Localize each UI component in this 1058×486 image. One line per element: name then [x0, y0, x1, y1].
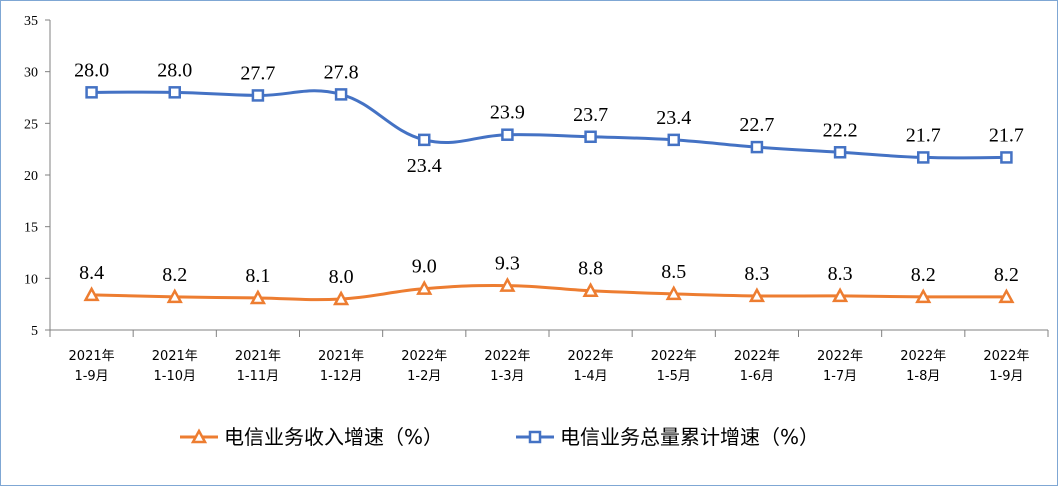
data-label: 8.2 — [994, 264, 1019, 286]
x-tick-label-year: 2022年 — [568, 349, 614, 364]
triangle-marker — [915, 288, 932, 304]
series-line-1 — [91, 283, 1007, 302]
triangle-marker — [998, 288, 1015, 304]
square-marker — [1000, 151, 1013, 164]
x-tick-label-period: 1-11月 — [237, 369, 280, 384]
x-tick-label-period: 1-6月 — [740, 369, 774, 384]
data-label: 23.4 — [407, 155, 442, 177]
x-tick-label-period: 1-10月 — [153, 369, 196, 384]
data-label: 27.7 — [240, 62, 275, 84]
x-tick-label-year: 2022年 — [817, 349, 863, 364]
square-marker — [168, 86, 181, 99]
legend-label-2: 电信业务总量累计增速（%） — [560, 425, 819, 449]
triangle-marker — [831, 287, 849, 303]
triangle-marker — [83, 286, 100, 302]
x-tick-label-period: 1-7月 — [823, 369, 857, 384]
square-marker — [584, 130, 597, 144]
y-tick-label: 30 — [24, 66, 38, 81]
data-label: 8.8 — [578, 258, 603, 280]
x-tick-label-year: 2022年 — [983, 349, 1029, 364]
x-tick-label-period: 1-5月 — [657, 369, 691, 384]
data-label: 8.2 — [911, 264, 936, 286]
y-tick-label: 25 — [24, 117, 38, 132]
legend: 电信业务收入增速（%） 电信业务总量累计增速（%） — [180, 425, 819, 449]
y-tick-label: 15 — [24, 221, 38, 236]
data-label: 8.2 — [162, 264, 187, 286]
square-marker — [85, 86, 98, 99]
triangle-marker — [748, 287, 766, 303]
data-label: 22.2 — [823, 119, 858, 141]
triangle-marker — [665, 285, 682, 301]
square-marker — [750, 140, 764, 154]
series-line-2 — [91, 89, 1007, 160]
x-tick-label-year: 2022年 — [651, 349, 697, 364]
x-tick-label-period: 1-12月 — [320, 369, 363, 384]
square-marker — [418, 133, 431, 147]
triangle-marker — [416, 280, 433, 295]
x-tick-label-year: 2022年 — [900, 349, 946, 364]
square-marker — [251, 89, 265, 102]
square-marker — [528, 430, 542, 444]
x-tick-label-year: 2021年 — [152, 349, 198, 364]
data-label: 8.3 — [828, 263, 853, 285]
x-tick-label-period: 1-4月 — [573, 369, 607, 384]
triangle-marker — [332, 290, 350, 306]
y-tick-label: 10 — [24, 272, 38, 287]
x-tick-label-period: 1-3月 — [490, 369, 524, 384]
x-tick-label-period: 1-9月 — [989, 369, 1023, 384]
data-label: 8.0 — [329, 266, 354, 288]
data-label: 21.7 — [989, 124, 1024, 146]
square-marker — [501, 128, 514, 141]
data-label: 8.3 — [744, 263, 769, 285]
triangle-marker — [582, 282, 599, 297]
square-marker — [917, 151, 930, 164]
triangle-marker — [249, 289, 267, 305]
data-label: 21.7 — [906, 124, 941, 146]
data-label: 8.5 — [661, 261, 686, 283]
x-tick-label-year: 2022年 — [734, 349, 780, 364]
data-label: 28.0 — [157, 59, 192, 81]
square-marker — [667, 133, 680, 147]
x-tick-label-period: 1-9月 — [74, 369, 108, 384]
data-label: 23.7 — [573, 104, 608, 126]
x-tick-label-period: 1-8月 — [906, 369, 940, 384]
data-label: 23.9 — [490, 102, 525, 124]
x-tick-label-year: 2022年 — [401, 349, 447, 364]
square-marker — [334, 88, 348, 101]
triangle-marker — [190, 428, 208, 444]
y-tick-label: 20 — [24, 169, 38, 184]
data-label: 9.0 — [412, 256, 437, 278]
triangle-marker — [499, 276, 516, 292]
axes: 5 10 15 20 25 30 35 2021年 1-9月 2021年 1-10月 2021年 1-1… — [24, 14, 1049, 384]
data-label: 23.4 — [656, 107, 691, 129]
x-tick-label-period: 1-2月 — [407, 369, 441, 384]
series-lines — [83, 86, 1015, 306]
data-label: 9.3 — [495, 253, 520, 275]
data-labels: 8.4 8.2 8.1 8.0 9.0 9.3 8.8 8.5 8.3 8.3 8.2 8.2 28.0… — [74, 59, 1024, 288]
x-tick-label-year: 2021年 — [318, 349, 364, 364]
data-label: 28.0 — [74, 59, 109, 81]
data-label: 8.1 — [245, 265, 270, 287]
x-tick-label-year: 2022年 — [484, 349, 530, 364]
data-label: 8.4 — [79, 262, 104, 284]
triangle-marker — [166, 288, 183, 304]
y-tick-label: 35 — [24, 14, 38, 29]
data-label: 22.7 — [739, 114, 774, 136]
data-label: 27.8 — [324, 61, 359, 83]
square-marker — [833, 146, 847, 159]
legend-label-1: 电信业务收入增速（%） — [224, 425, 443, 449]
x-tick-label-year: 2021年 — [69, 349, 115, 364]
x-tick-label-year: 2021年 — [235, 349, 281, 364]
y-tick-label: 5 — [31, 324, 38, 339]
